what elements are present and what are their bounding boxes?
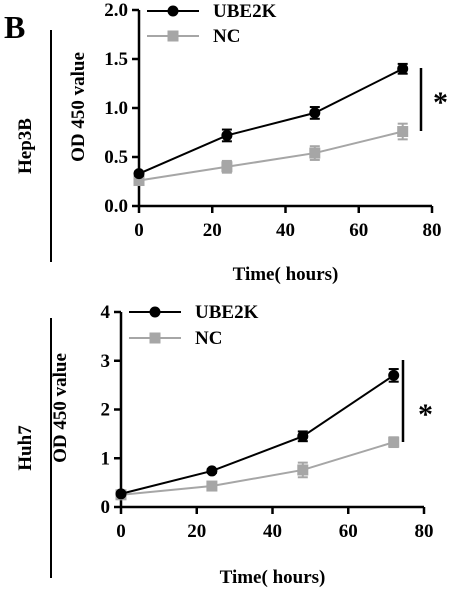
y-tick-label: 0.0 [104, 196, 128, 217]
legend-label-nc: NC [195, 328, 222, 349]
y-tick-label: 2.0 [104, 0, 128, 21]
data-point-ube2k [397, 63, 409, 75]
x-tick-label: 40 [263, 521, 282, 542]
x-tick-label: 60 [339, 521, 358, 542]
data-point-nc [309, 147, 321, 159]
row-label: Hep3B [15, 118, 36, 174]
x-axis-title: Time( hours) [233, 264, 339, 285]
data-point-nc [388, 436, 400, 448]
legend-marker-ube2k [167, 5, 179, 17]
data-point-nc [297, 464, 309, 476]
data-point-nc [397, 126, 409, 138]
row-label: Huh7 [15, 425, 36, 471]
data-point-nc [206, 480, 218, 492]
x-tick-label: 60 [349, 220, 368, 241]
y-tick-label: 1.0 [104, 98, 128, 119]
y-tick-label: 2 [101, 400, 111, 421]
y-tick-label: 1.5 [104, 49, 128, 70]
data-point-ube2k [115, 488, 127, 500]
x-tick-label: 20 [187, 521, 206, 542]
y-tick-label: 4 [101, 302, 111, 323]
legend-label-ube2k: UBE2K [213, 1, 277, 22]
y-axis-title: OD 450 value [68, 52, 89, 162]
y-tick-label: 3 [101, 351, 111, 372]
y-axis-title: OD 450 value [50, 353, 71, 463]
x-tick-label: 80 [415, 521, 434, 542]
legend-marker-nc [149, 332, 161, 344]
legend-label-nc: NC [213, 26, 240, 47]
chart-hep3b: Hep3B 0.0 0.5 1.0 1.5 2.0 0 20 40 60 80 Time( hours… [15, 0, 448, 285]
panel-letter: B [4, 9, 25, 45]
data-point-nc [133, 175, 145, 187]
data-point-ube2k [297, 430, 309, 442]
data-point-ube2k [221, 129, 233, 141]
data-point-nc [221, 161, 233, 173]
data-point-ube2k [133, 168, 145, 180]
x-tick-label: 20 [203, 220, 222, 241]
x-axis-title: Time( hours) [220, 567, 326, 588]
series-line-nc [138, 130, 403, 182]
legend-marker-ube2k [149, 306, 161, 318]
series-line-nc [120, 441, 394, 496]
x-tick-label: 80 [423, 220, 442, 241]
y-tick-label: 0.5 [104, 147, 128, 168]
y-tick-label: 0 [101, 497, 111, 518]
significance-star: * [433, 86, 448, 119]
series-line-ube2k [120, 374, 395, 495]
legend-label-ube2k: UBE2K [195, 302, 259, 323]
series-line-ube2k [138, 67, 404, 175]
x-tick-label: 40 [276, 220, 295, 241]
significance-star: * [418, 398, 433, 431]
y-tick-label: 1 [101, 448, 111, 469]
data-point-ube2k [206, 465, 218, 477]
legend-marker-nc [167, 30, 179, 42]
data-point-ube2k [388, 369, 400, 381]
x-tick-label: 0 [134, 220, 144, 241]
data-point-ube2k [309, 107, 321, 119]
x-tick-label: 0 [116, 521, 126, 542]
